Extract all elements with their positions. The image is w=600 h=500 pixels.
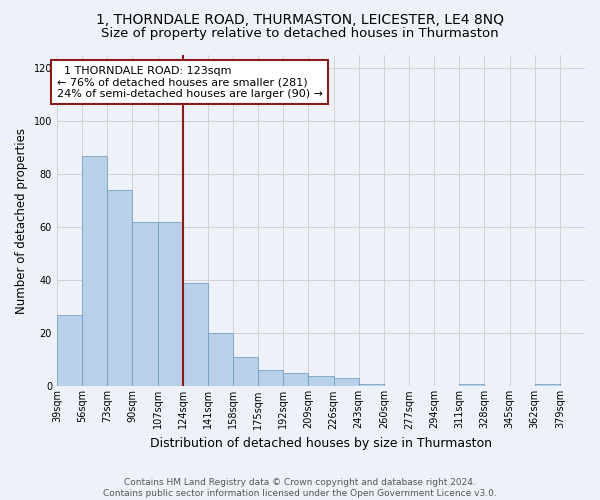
Bar: [182, 283, 208, 387]
Bar: [459, 384, 484, 386]
Text: 1, THORNDALE ROAD, THURMASTON, LEICESTER, LE4 8NQ: 1, THORNDALE ROAD, THURMASTON, LEICESTER…: [96, 12, 504, 26]
Bar: [133, 222, 158, 386]
Bar: [233, 357, 258, 386]
Bar: [283, 373, 308, 386]
X-axis label: Distribution of detached houses by size in Thurmaston: Distribution of detached houses by size …: [150, 437, 492, 450]
Text: Contains HM Land Registry data © Crown copyright and database right 2024.
Contai: Contains HM Land Registry data © Crown c…: [103, 478, 497, 498]
Bar: [258, 370, 283, 386]
Y-axis label: Number of detached properties: Number of detached properties: [15, 128, 28, 314]
Bar: [334, 378, 359, 386]
Bar: [535, 384, 560, 386]
Bar: [208, 334, 233, 386]
Text: Size of property relative to detached houses in Thurmaston: Size of property relative to detached ho…: [101, 28, 499, 40]
Bar: [107, 190, 133, 386]
Bar: [308, 376, 334, 386]
Bar: [82, 156, 107, 386]
Bar: [359, 384, 384, 386]
Text: 1 THORNDALE ROAD: 123sqm
← 76% of detached houses are smaller (281)
24% of semi-: 1 THORNDALE ROAD: 123sqm ← 76% of detach…: [57, 66, 323, 99]
Bar: [158, 222, 182, 386]
Bar: [57, 315, 82, 386]
